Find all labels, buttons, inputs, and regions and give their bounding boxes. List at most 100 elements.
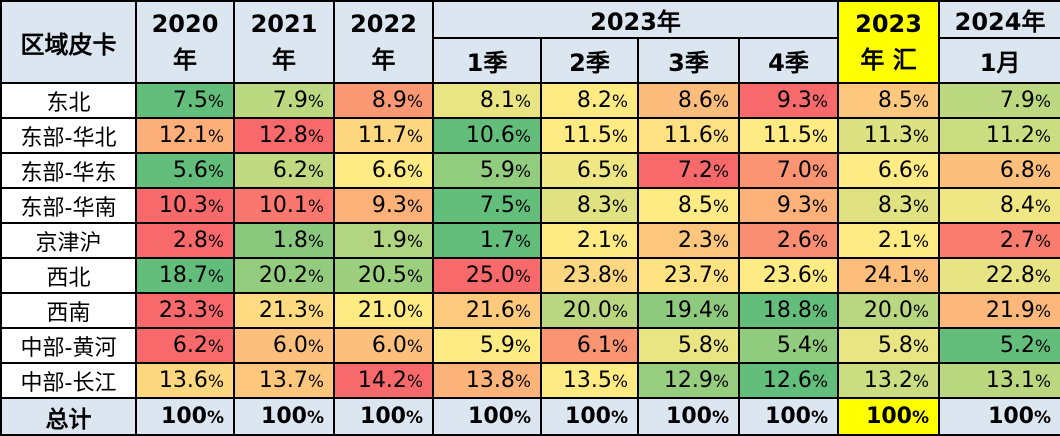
value-cell: 18.8% (737, 292, 840, 329)
value-cell: 20.0% (540, 292, 639, 329)
table-row: 东部-华北 12.1% 12.8% 11.7% 10.6% 11.5% 11.6% 11.5%… (0, 117, 1060, 154)
cell-value-number: 100 (988, 404, 1034, 429)
percent-sign: % (207, 267, 224, 287)
cell-value-number: 8.5 (677, 193, 713, 218)
cell-value-number: 1.9 (371, 228, 407, 253)
totals-row: 总计 100% 100% 100% 100% 100% 100% 100% 100% 100% (0, 397, 1060, 436)
percent-sign: % (1034, 127, 1052, 147)
percent-sign: % (307, 162, 324, 182)
percent-sign: % (611, 127, 628, 147)
percent-sign: % (912, 408, 930, 428)
header-region: 区域皮卡 (0, 0, 137, 84)
row-label: 东北 (0, 82, 137, 119)
cell-value-number: 13.1 (985, 368, 1035, 393)
value-cell: 9.3% (737, 82, 840, 119)
percent-sign: % (1034, 92, 1052, 112)
percent-sign: % (207, 372, 224, 392)
cell-value-number: 23.8 (562, 263, 612, 288)
cell-value-number: 23.3 (158, 298, 208, 323)
percent-sign: % (912, 127, 930, 147)
percent-sign: % (912, 267, 930, 287)
percent-sign: % (912, 302, 930, 322)
cell-value-number: 11.5 (562, 123, 612, 148)
cell-value-number: 11.3 (863, 123, 913, 148)
value-cell: 20.0% (837, 292, 941, 329)
value-cell: 2.3% (637, 222, 740, 259)
value-cell: 7.0% (737, 152, 840, 189)
cell-value-number: 7.0 (776, 158, 812, 183)
value-cell: 21.0% (333, 292, 434, 329)
percent-sign: % (405, 408, 423, 428)
row-label: 东部-华北 (0, 117, 137, 154)
percent-sign: % (912, 197, 930, 217)
percent-sign: % (406, 337, 423, 357)
table-row: 西北 18.7% 20.2% 20.5% 25.0% 23.8% 23.7% 23.6% 24.… (0, 257, 1060, 294)
cell-value-number: 6.1 (576, 333, 612, 358)
percent-sign: % (514, 267, 531, 287)
cell-value-number: 100 (866, 404, 912, 429)
value-cell: 6.2% (233, 152, 335, 189)
totals-cell-highlighted: 100% (837, 397, 941, 436)
value-cell: 20.2% (233, 257, 335, 294)
value-cell: 6.0% (333, 327, 434, 364)
value-cell: 6.1% (540, 327, 639, 364)
cell-value-number: 2.3 (677, 228, 713, 253)
value-cell: 7.9% (938, 82, 1060, 119)
table-row: 中部-黄河 6.2% 6.0% 6.0% 5.9% 6.1% 5.8% 5.4% 5.8% 5.2… (0, 327, 1060, 364)
row-label: 东部-华东 (0, 152, 137, 189)
value-cell: 21.6% (432, 292, 542, 329)
percent-sign: % (912, 92, 930, 112)
value-cell: 5.6% (135, 152, 235, 189)
value-cell: 8.5% (837, 82, 941, 119)
cell-value-number: 21.0 (357, 298, 407, 323)
percent-sign: % (207, 337, 224, 357)
percent-sign: % (1034, 197, 1052, 217)
value-cell: 2.1% (540, 222, 639, 259)
cell-value-number: 20.0 (863, 298, 913, 323)
value-cell: 25.0% (432, 257, 542, 294)
percent-sign: % (811, 197, 829, 217)
cell-value-number: 5.9 (479, 333, 515, 358)
cell-value-number: 8.9 (371, 88, 407, 113)
cell-value-number: 9.3 (776, 193, 812, 218)
header-2024-month: 1月 (938, 37, 1060, 84)
cell-value-number: 7.5 (172, 88, 208, 113)
totals-cell: 100% (637, 397, 740, 436)
percent-sign: % (712, 162, 729, 182)
cell-value-number: 7.5 (479, 193, 515, 218)
value-cell: 12.6% (737, 362, 840, 399)
percent-sign: % (514, 197, 531, 217)
percent-sign: % (306, 408, 324, 428)
value-cell: 11.7% (333, 117, 434, 154)
value-cell: 11.6% (637, 117, 740, 154)
percent-sign: % (307, 92, 324, 112)
cell-value-number: 11.7 (357, 123, 407, 148)
percent-sign: % (307, 127, 324, 147)
cell-value-number: 100 (565, 404, 611, 429)
percent-sign: % (307, 337, 324, 357)
totals-cell: 100% (540, 397, 639, 436)
cell-value-number: 12.9 (663, 368, 713, 393)
cell-value-number: 20.2 (258, 263, 308, 288)
percent-sign: % (406, 232, 423, 252)
value-cell: 13.7% (233, 362, 335, 399)
percent-sign: % (1034, 302, 1052, 322)
value-cell: 8.3% (540, 187, 639, 224)
cell-value-number: 5.9 (479, 158, 515, 183)
value-cell: 6.5% (540, 152, 639, 189)
percent-sign: % (307, 267, 324, 287)
cell-value-number: 25.0 (465, 263, 515, 288)
percent-sign: % (207, 162, 224, 182)
percent-sign: % (514, 337, 531, 357)
value-cell: 9.3% (333, 187, 434, 224)
cell-value-number: 8.5 (877, 88, 913, 113)
percent-sign: % (912, 232, 930, 252)
value-cell: 23.3% (135, 292, 235, 329)
table-row: 中部-长江 13.6% 13.7% 14.2% 13.8% 13.5% 12.9% 12.6%… (0, 362, 1060, 399)
cell-value-number: 11.5 (762, 123, 812, 148)
cell-value-number: 1.7 (479, 228, 515, 253)
header-2021-line1: 2021 (250, 10, 318, 38)
cell-value-number: 100 (765, 404, 811, 429)
cell-value-number: 6.2 (272, 158, 308, 183)
value-cell: 11.5% (737, 117, 840, 154)
